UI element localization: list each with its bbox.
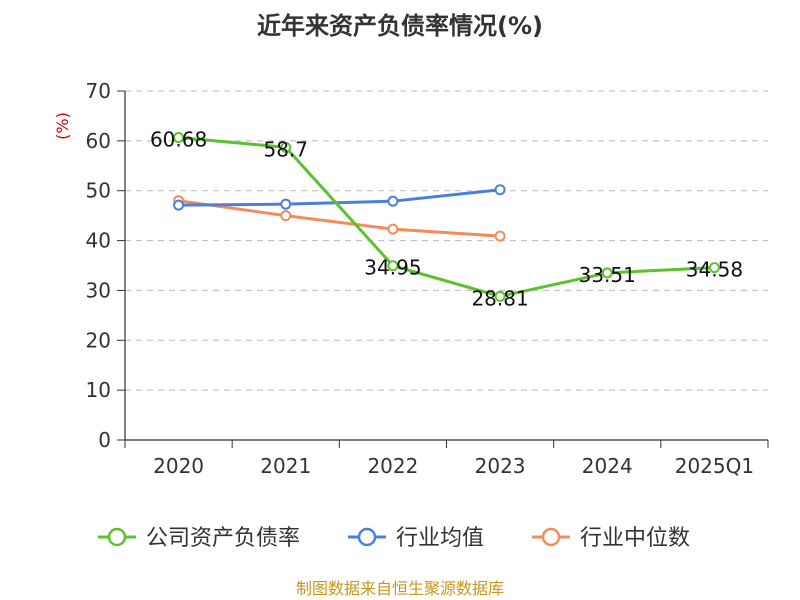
data-point <box>387 195 399 207</box>
data-label: 58.7 <box>263 137 308 161</box>
y-tick-label: 40 <box>86 229 111 253</box>
data-point <box>173 131 185 143</box>
legend: 公司资产负债率 行业均值 行业中位数 <box>98 526 690 551</box>
legend-label: 公司资产负债率 <box>146 526 300 551</box>
data-point <box>494 230 506 242</box>
data-point <box>280 210 292 222</box>
legend-label: 行业均值 <box>396 526 484 551</box>
x-tick-label: 2023 <box>475 454 526 478</box>
y-tick-label: 30 <box>86 278 111 302</box>
data-point <box>173 199 185 211</box>
legend-marker <box>357 527 377 547</box>
series-line-2 <box>178 199 501 238</box>
series-line-0 <box>178 135 715 298</box>
y-tick-label: 50 <box>86 179 111 203</box>
series-line-1 <box>178 188 501 207</box>
legend-marker <box>541 527 561 547</box>
x-tick-label: 2021 <box>260 454 311 478</box>
y-tick-label: 20 <box>86 328 111 352</box>
data-label: 28.81 <box>471 286 528 310</box>
data-point <box>280 198 292 210</box>
data-point <box>280 141 292 153</box>
x-tick-label: 2024 <box>582 454 633 478</box>
y-axis-unit: (%) <box>53 112 72 140</box>
data-point <box>387 260 399 272</box>
x-tick-label: 2020 <box>153 454 204 478</box>
x-tick-label: 2025Q1 <box>675 454 754 478</box>
data-labels: 60.68 58.7 34.95 28.81 33.51 34.58 <box>150 127 743 310</box>
chart-title: 近年来资产负债率情况(%) <box>257 12 543 40</box>
data-label: 60.68 <box>150 127 207 151</box>
y-tick-label: 0 <box>98 428 111 452</box>
data-point <box>494 290 506 302</box>
data-label: 34.58 <box>686 258 743 282</box>
series-lines <box>173 131 720 302</box>
axes: 0 10 20 30 40 50 60 70 2020 2021 2022 2023 2024 2025Q… <box>86 79 769 478</box>
gridlines <box>125 90 768 391</box>
data-label: 34.95 <box>364 256 421 280</box>
y-tick-label: 60 <box>86 129 111 153</box>
y-tick-label: 70 <box>86 79 111 103</box>
data-point <box>708 262 720 274</box>
data-label: 33.51 <box>579 263 636 287</box>
y-tick-label: 10 <box>86 378 111 402</box>
data-point <box>601 267 613 279</box>
legend-label: 行业中位数 <box>580 526 690 551</box>
x-tick-label: 2022 <box>367 454 418 478</box>
data-point <box>387 223 399 235</box>
source-note: 制图数据来自恒生聚源数据库 <box>296 579 504 598</box>
legend-marker <box>107 527 127 547</box>
data-point <box>494 184 506 196</box>
